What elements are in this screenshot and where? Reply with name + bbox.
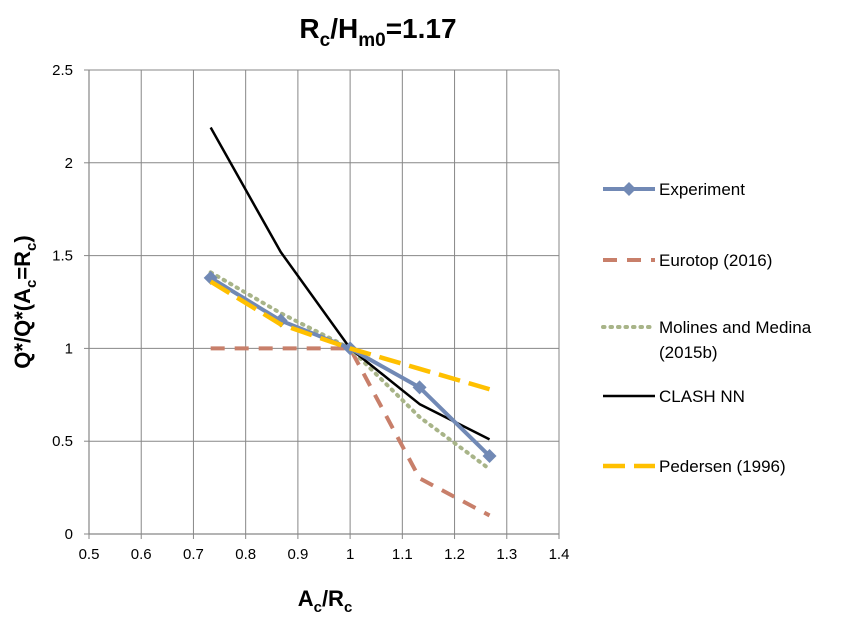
legend-marker — [622, 182, 636, 196]
x-tick-label: 0.7 — [183, 546, 204, 563]
legend-label: CLASH NN — [659, 387, 745, 406]
x-tick-label: 0.8 — [235, 546, 256, 563]
legend-item-molines-and-medina-2015b: Molines and Medina (2015b) — [601, 318, 812, 362]
x-tick-label: 1 — [346, 546, 354, 563]
data-point-experiment — [482, 449, 497, 464]
x-tick-label: 1.1 — [392, 546, 413, 563]
x-tick-label: 1.3 — [496, 546, 517, 563]
legend-label: Pedersen (1996) — [659, 457, 786, 476]
legend-item-clash-nn: CLASH NN — [603, 387, 745, 406]
y-tick-label: 2 — [65, 155, 73, 172]
y-tick-label: 0 — [65, 526, 73, 543]
y-tick-label: 1.5 — [52, 248, 73, 265]
data-point-experiment — [412, 380, 427, 395]
legend-label: Eurotop (2016) — [659, 251, 772, 270]
x-tick-label: 0.5 — [79, 546, 100, 563]
legend-item-experiment: Experiment — [603, 180, 745, 199]
tick-labels: 0.5 0.6 0.7 0.8 0.9 1 1.1 1.2 1.3 1.4 0 0.5 1 1.5 2 2.5 — [52, 62, 569, 563]
series-line-eurotop-2016 — [210, 346, 491, 518]
x-tick-label: 1.4 — [549, 546, 570, 563]
x-tick-label: 1.2 — [444, 546, 465, 563]
grid — [89, 69, 560, 534]
axes — [84, 69, 560, 539]
y-tick-label: 2.5 — [52, 62, 73, 79]
legend-label: Molines and Medina (2015b) — [659, 318, 812, 362]
legend-label: Experiment — [659, 180, 745, 199]
legend-item-pedersen-1996: Pedersen (1996) — [603, 457, 786, 476]
x-tick-label: 0.9 — [287, 546, 308, 563]
chart-title: Rc/Hm0=1.17 — [299, 13, 456, 51]
y-tick-label: 0.5 — [52, 433, 73, 450]
plot-series — [203, 126, 497, 518]
x-axis-title: Ac/Rc — [298, 586, 353, 616]
x-tick-label: 0.6 — [131, 546, 152, 563]
series-line-pedersen-1996 — [209, 279, 491, 392]
y-tick-label: 1 — [65, 340, 73, 357]
legend: Experiment Eurotop (2016) Molines and Medi… — [601, 180, 812, 476]
legend-item-eurotop-2016: Eurotop (2016) — [603, 251, 772, 270]
y-axis-title: Q*/Q*(Ac=Rc) — [10, 235, 40, 368]
